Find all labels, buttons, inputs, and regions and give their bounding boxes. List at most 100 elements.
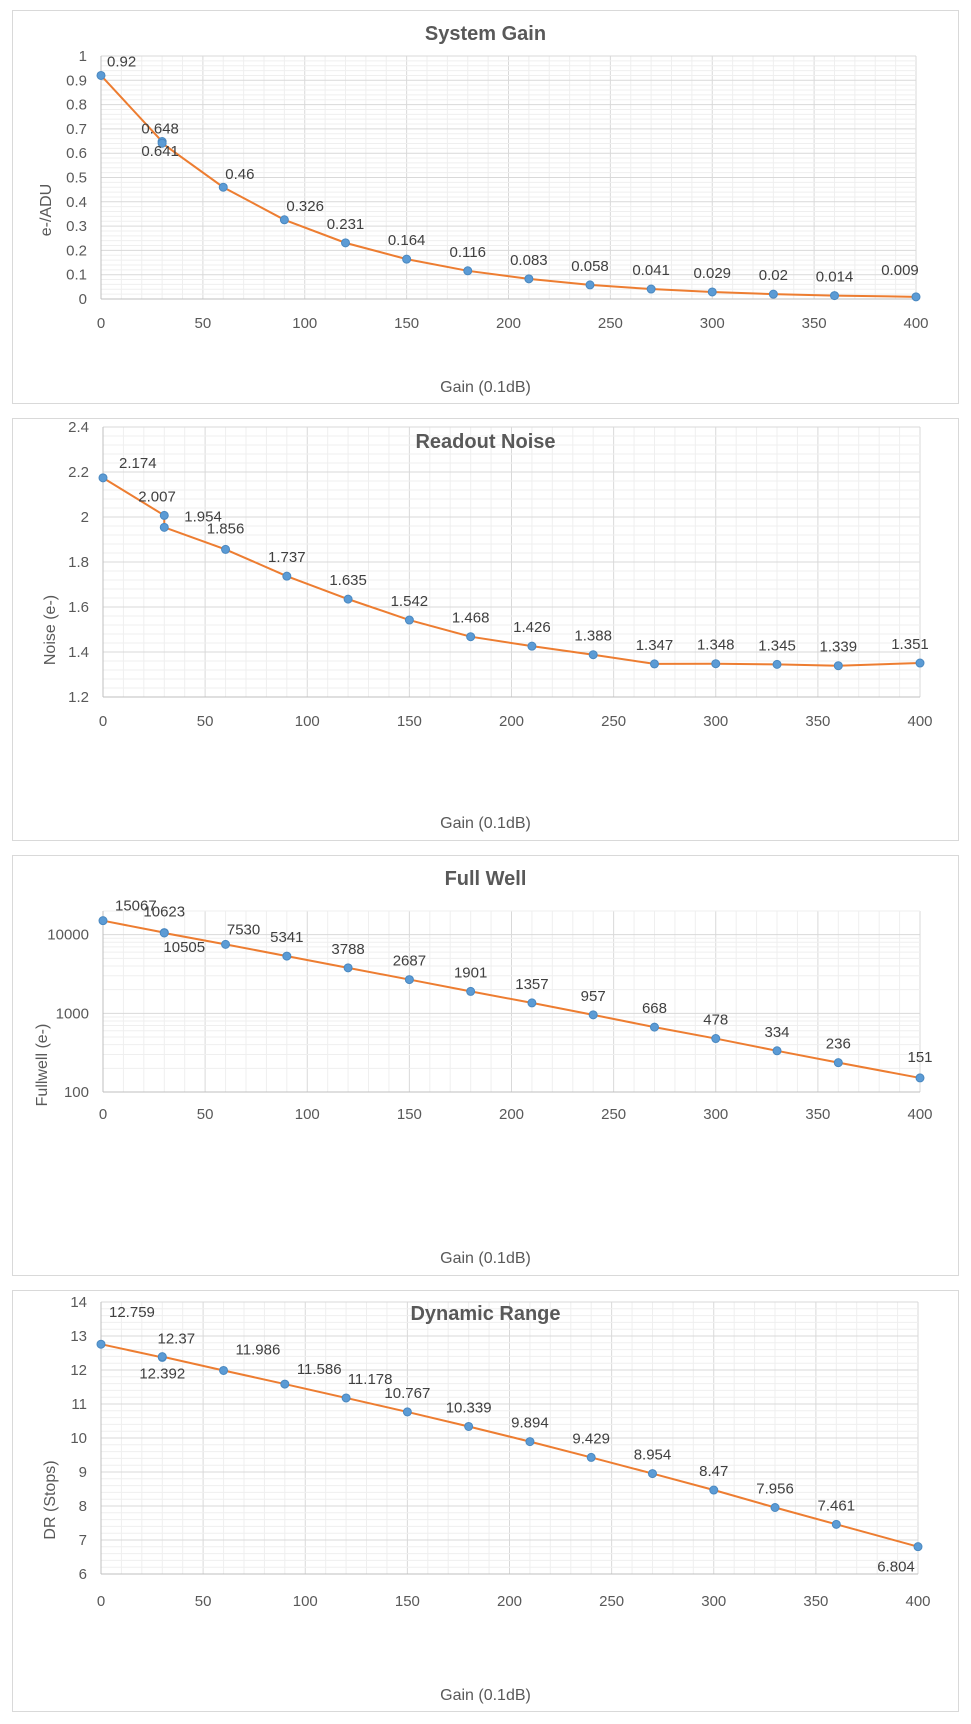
x-tick-label: 50 xyxy=(197,1106,214,1123)
data-point xyxy=(831,1519,841,1529)
x-tick-label: 150 xyxy=(395,1593,420,1610)
data-point xyxy=(159,522,169,532)
data-point xyxy=(711,1034,721,1044)
system-gain-y-axis-title: e-/ADU xyxy=(38,183,55,237)
y-tick-label: 1.2 xyxy=(68,689,89,706)
x-tick-label: 200 xyxy=(499,713,524,730)
data-point xyxy=(527,998,537,1008)
x-tick-label: 200 xyxy=(496,315,521,332)
x-tick-label: 400 xyxy=(905,1593,930,1610)
y-tick-label: 1 xyxy=(79,48,87,65)
data-point xyxy=(709,1485,719,1495)
readout-noise-chart-panel: 0 50 100 150 200 250 300 350 400 1.2 1.4 1.6 1.8 2 2.2… xyxy=(12,418,959,841)
data-label: 1.468 xyxy=(452,610,490,627)
y-tick-label: 9 xyxy=(79,1464,87,1481)
data-label: 0.009 xyxy=(881,262,919,279)
data-label: 12.37 xyxy=(158,1330,196,1347)
x-tick-label: 50 xyxy=(197,713,214,730)
y-tick-label: 2.4 xyxy=(68,419,89,436)
y-tick-label: 0.8 xyxy=(66,97,87,114)
readout-noise-x-axis-title: Gain (0.1dB) xyxy=(440,815,531,832)
data-label: 0.058 xyxy=(571,258,609,275)
data-point xyxy=(466,986,476,996)
x-tick-label: 200 xyxy=(497,1593,522,1610)
data-point xyxy=(913,1542,923,1552)
y-tick-label: 0.6 xyxy=(66,145,87,162)
system-gain-title: System Gain xyxy=(424,23,547,45)
y-tick-label: 1.8 xyxy=(68,554,89,571)
data-label: 11.178 xyxy=(348,1371,393,1388)
data-point xyxy=(772,659,782,669)
x-tick-label: 350 xyxy=(805,713,830,730)
data-point xyxy=(282,951,292,961)
data-point xyxy=(341,1393,351,1403)
data-label: 11.586 xyxy=(297,1361,342,1378)
y-tick-label: 100 xyxy=(64,1084,89,1101)
x-tick-label: 100 xyxy=(295,713,320,730)
x-tick-label: 100 xyxy=(292,315,317,332)
data-label: 2687 xyxy=(393,953,426,970)
data-point xyxy=(833,661,843,671)
system-gain-x-axis-title: Gain (0.1dB) xyxy=(440,379,531,396)
data-point xyxy=(221,939,231,949)
y-tick-label: 13 xyxy=(70,1328,87,1345)
x-tick-label: 300 xyxy=(703,1106,728,1123)
x-tick-label: 250 xyxy=(599,1593,624,1610)
x-tick-label: 350 xyxy=(802,315,827,332)
data-point xyxy=(768,289,778,299)
data-label: 0.041 xyxy=(632,262,670,279)
data-label: 0.164 xyxy=(388,232,426,249)
data-label: 1.351 xyxy=(891,636,929,653)
data-label: 10623 xyxy=(143,904,185,921)
data-label: 0.648 xyxy=(141,121,179,138)
y-tick-label: 0.4 xyxy=(66,194,87,211)
data-point xyxy=(585,280,595,290)
x-tick-label: 250 xyxy=(598,315,623,332)
data-label: 1.737 xyxy=(268,549,306,566)
data-label: 0.92 xyxy=(107,53,136,70)
data-point xyxy=(772,1046,782,1056)
y-tick-label: 0.3 xyxy=(66,218,87,235)
data-label: 2.174 xyxy=(119,455,157,472)
readout-noise-title: Readout Noise xyxy=(415,431,556,453)
data-point xyxy=(833,1058,843,1068)
dynamic-range-y-axis-title: DR (Stops) xyxy=(42,1460,59,1540)
data-label: 11.986 xyxy=(236,1341,281,1358)
data-label: 8.47 xyxy=(699,1463,728,1480)
data-label: 7530 xyxy=(227,921,260,938)
y-tick-label: 11 xyxy=(71,1396,87,1413)
data-point xyxy=(221,544,231,554)
data-label: 12.759 xyxy=(109,1304,155,1321)
data-label: 1.954 xyxy=(184,508,222,525)
data-label: 0.083 xyxy=(510,252,548,269)
data-point xyxy=(279,215,289,225)
data-label: 0.46 xyxy=(225,166,254,183)
x-tick-label: 300 xyxy=(700,315,725,332)
data-point xyxy=(402,1407,412,1417)
x-tick-label: 150 xyxy=(394,315,419,332)
data-point xyxy=(282,571,292,581)
data-point xyxy=(343,963,353,973)
data-label: 0.014 xyxy=(816,269,854,286)
data-label: 6.804 xyxy=(877,1559,915,1576)
data-label: 1.542 xyxy=(391,593,429,610)
data-point xyxy=(463,266,473,276)
data-point xyxy=(527,641,537,651)
data-label: 0.116 xyxy=(450,244,486,261)
dynamic-range-chart-panel: 0 50 100 150 200 250 300 350 400 6 7 8 9 10 11 12 13 14 12… xyxy=(12,1290,959,1712)
y-tick-label: 14 xyxy=(70,1294,87,1311)
data-point xyxy=(649,659,659,669)
data-label: 0.029 xyxy=(693,265,731,282)
data-label: 0.326 xyxy=(286,198,324,215)
system-gain-chart-panel: 0 50 100 150 200 250 300 350 400 0 0.1 0.2 0.3 0.4 0.5… xyxy=(12,10,959,404)
y-tick-label: 0.2 xyxy=(66,242,87,259)
data-label: 0.231 xyxy=(327,216,365,233)
x-tick-label: 400 xyxy=(907,1106,932,1123)
data-label: 1901 xyxy=(454,964,487,981)
data-label: 1357 xyxy=(515,976,548,993)
data-label: 1.635 xyxy=(329,572,367,589)
data-point xyxy=(525,1437,535,1447)
dynamic-range-title: Dynamic Range xyxy=(410,1303,561,1325)
data-point xyxy=(711,659,721,669)
data-point xyxy=(96,70,106,80)
